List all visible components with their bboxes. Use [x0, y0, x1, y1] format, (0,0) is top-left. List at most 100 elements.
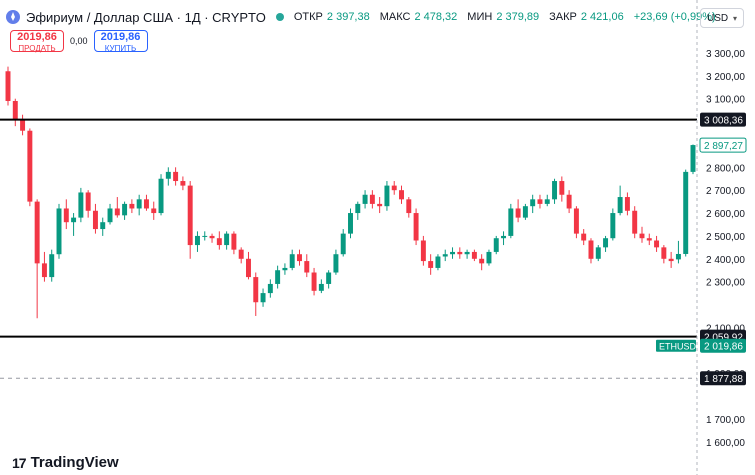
- candle-body: [49, 254, 55, 278]
- candle-body: [544, 199, 550, 204]
- y-tick-label: 2 400,00: [706, 255, 745, 266]
- candle: [114, 197, 120, 218]
- level-price-label: 2 059,92: [704, 333, 743, 344]
- candle: [450, 247, 455, 259]
- candle-body: [566, 194, 572, 209]
- candle-body: [340, 233, 346, 255]
- candle-body: [450, 251, 455, 255]
- candle: [78, 187, 84, 223]
- candle: [92, 203, 98, 234]
- candle-body: [216, 238, 222, 246]
- candle-body: [435, 256, 441, 268]
- candle: [595, 245, 601, 262]
- candle: [581, 229, 587, 246]
- symbol-header: Эфириум / Доллар США · 1Д · CRYPTO ОТКР …: [6, 6, 716, 28]
- candle-body: [63, 208, 69, 223]
- candle-body: [202, 235, 208, 237]
- candle-body: [668, 258, 674, 262]
- candle: [617, 185, 623, 216]
- candle-body: [282, 267, 288, 271]
- candle-body: [479, 258, 485, 264]
- candle: [362, 190, 368, 209]
- trade-panel: 2019,86 ПРОДАТЬ 0,00 2019,86 КУПИТЬ: [10, 30, 148, 53]
- candle-body: [275, 270, 281, 284]
- candle: [27, 128, 33, 207]
- candle: [122, 201, 128, 220]
- candle-body: [595, 247, 601, 259]
- level-price-tag: [700, 371, 746, 386]
- candle-body: [559, 181, 565, 195]
- candle: [173, 167, 179, 186]
- candle: [216, 231, 222, 250]
- candle-body: [406, 199, 412, 214]
- candle: [544, 194, 550, 207]
- candle: [413, 208, 419, 246]
- candle-body: [304, 261, 310, 273]
- candle-body: [420, 240, 426, 262]
- candle: [464, 249, 470, 259]
- current-price-tag: [700, 338, 746, 353]
- candle: [420, 235, 426, 266]
- candle: [501, 231, 507, 246]
- candle-body: [530, 199, 536, 207]
- current-price-label: 2 019,86: [704, 342, 743, 353]
- candle: [158, 174, 164, 216]
- high-label: МАКС: [379, 11, 411, 23]
- y-axis[interactable]: 3 300,00 3 200,00 3 100,00 2 800,00 2 700,00…: [696, 0, 745, 475]
- level-price-label: 1 877,88: [704, 374, 743, 385]
- candle-body: [289, 254, 295, 268]
- low-label: МИН: [467, 11, 493, 23]
- y-tick-label: 3 200,00: [706, 72, 745, 83]
- candle: [326, 270, 332, 289]
- change-value: +23,69 (+0,99%): [633, 11, 716, 23]
- candle-body: [92, 210, 98, 230]
- candle-body: [129, 203, 135, 209]
- y-tick-label: 2 100,00: [706, 323, 745, 334]
- y-tick-label: 2 700,00: [706, 186, 745, 197]
- candle-body: [224, 233, 230, 246]
- buy-button[interactable]: 2019,86 КУПИТЬ: [93, 30, 148, 53]
- candle: [428, 254, 434, 275]
- candle: [391, 181, 397, 195]
- candle: [442, 249, 448, 262]
- candle: [355, 201, 361, 220]
- candle-body: [457, 251, 463, 255]
- tradingview-logo[interactable]: 17 TradingView: [12, 454, 119, 471]
- candle-body: [333, 254, 339, 273]
- candle-body: [515, 208, 521, 218]
- candle-body: [617, 197, 623, 214]
- candle-body: [136, 199, 142, 209]
- candle-body: [114, 208, 120, 216]
- candle-body: [20, 119, 26, 131]
- candle: [209, 233, 215, 243]
- candle: [683, 169, 689, 257]
- candle: [340, 229, 346, 257]
- candle: [624, 192, 630, 216]
- candle: [639, 226, 645, 243]
- candle-body: [194, 235, 200, 246]
- candle-body: [486, 251, 492, 264]
- sell-price: 2019,86: [17, 31, 57, 43]
- candle: [100, 217, 106, 236]
- candle-body: [34, 201, 40, 264]
- tradingview-icon: 17: [12, 454, 27, 471]
- level-price-label: 3 008,36: [704, 116, 743, 127]
- candle: [231, 231, 237, 255]
- candle: [515, 199, 521, 223]
- currency-select[interactable]: USD ▾: [700, 8, 744, 28]
- candle: [603, 235, 609, 252]
- candle-body: [362, 194, 368, 204]
- y-tick-label: 2 500,00: [706, 232, 745, 243]
- candle: [632, 206, 638, 239]
- candle-body: [12, 100, 18, 120]
- high-value: 2 478,32: [414, 11, 458, 23]
- candle-body: [471, 251, 477, 259]
- candle: [71, 213, 77, 236]
- sell-button[interactable]: 2019,86 ПРОДАТЬ: [10, 30, 64, 53]
- candle-body: [508, 208, 514, 236]
- currency-label: USD: [707, 13, 729, 24]
- candle-body: [581, 233, 587, 241]
- symbol-title[interactable]: Эфириум / Доллар США · 1Д · CRYPTO: [26, 9, 266, 25]
- y-tick-label: 1 700,00: [706, 415, 745, 426]
